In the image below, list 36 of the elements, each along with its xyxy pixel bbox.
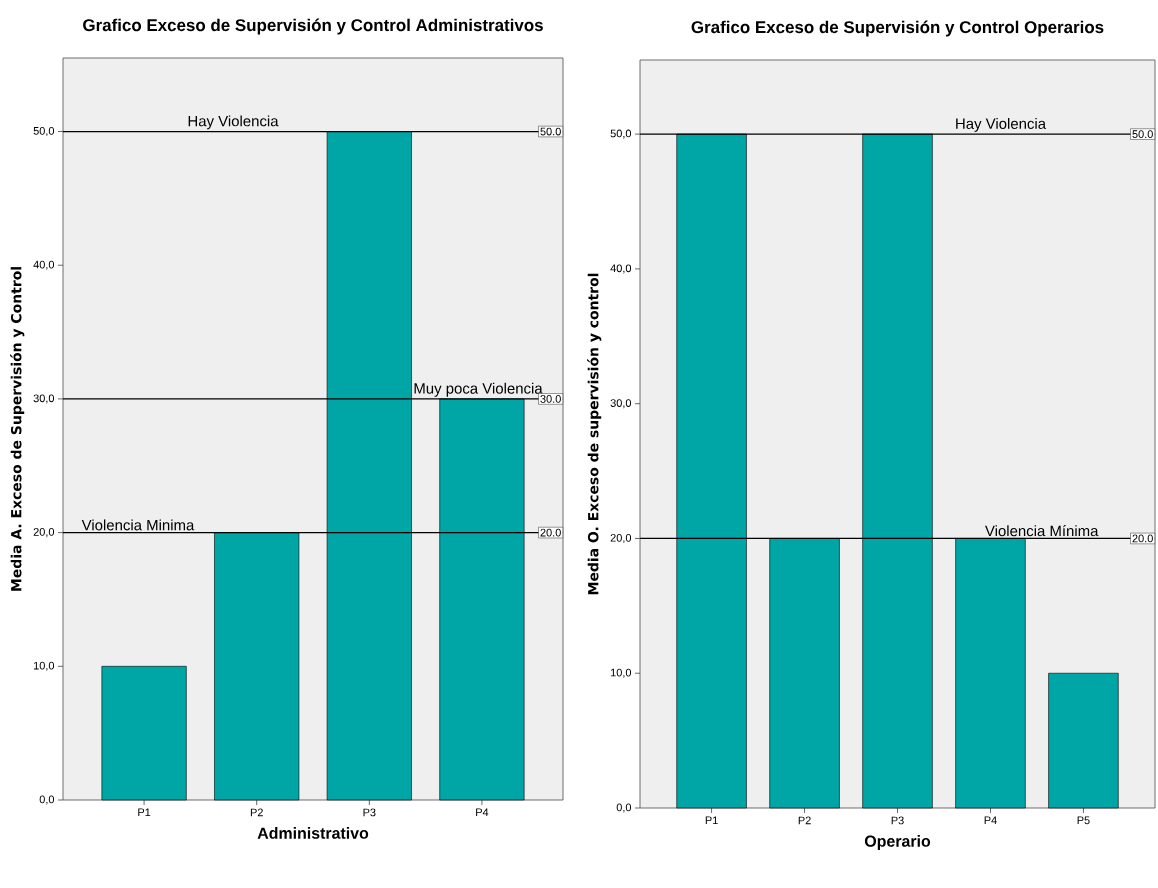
- y-tick-label: 50,0: [610, 129, 632, 139]
- y-tick-label: 40,0: [33, 260, 55, 270]
- annotation: 30.0: [540, 395, 561, 403]
- y-tick-label: 30,0: [33, 394, 55, 404]
- chart-title: Grafico Exceso de Supervisión y Control Administrativos: [83, 18, 543, 35]
- x-tick-label: P4: [984, 816, 997, 825]
- x-axis-title: Administrativo: [257, 827, 369, 839]
- x-tick-label: P2: [798, 816, 811, 825]
- x-axis-title: Operario: [864, 835, 931, 850]
- x-tick-label: P3: [891, 816, 904, 825]
- y-axis-title: Media O. Exceso de supervisión y control: [587, 273, 602, 595]
- y-tick-label: 0,0: [39, 795, 55, 805]
- x-tick-label: P2: [250, 808, 263, 817]
- annotation: 20.0: [540, 528, 561, 537]
- y-tick-label: 50,0: [33, 127, 55, 137]
- annotation: 50.0: [1132, 130, 1153, 138]
- y-tick-label: 30,0: [610, 399, 632, 409]
- y-tick-label: 10,0: [33, 661, 55, 671]
- y-tick-label: 10,0: [610, 668, 632, 678]
- y-tick-label: 40,0: [610, 264, 632, 274]
- y-tick-label: 20,0: [610, 533, 632, 543]
- x-tick-label: P3: [363, 808, 376, 817]
- annotation: 50.0: [540, 127, 561, 136]
- annotation: 20.0: [1132, 534, 1153, 543]
- y-axis-title: Media A. Exceso de Supervisión y Control: [10, 267, 25, 591]
- ref-line-label: Violencia Minima: [81, 519, 195, 531]
- ref-line-label: Hay Violencia: [956, 117, 1047, 132]
- y-tick-label: 0,0: [616, 803, 632, 813]
- chart-title: Grafico Exceso de Supervisión y Control Operarios: [691, 20, 1104, 37]
- x-tick-label: P4: [476, 808, 489, 817]
- x-tick-label: P1: [705, 816, 718, 825]
- ref-line-label: Hay Violencia: [188, 115, 279, 130]
- x-tick-label: P5: [1077, 816, 1090, 825]
- y-tick-label: 20,0: [33, 528, 55, 538]
- ref-line-label: Violencia Mínima: [985, 525, 1099, 537]
- x-tick-label: P1: [138, 808, 151, 817]
